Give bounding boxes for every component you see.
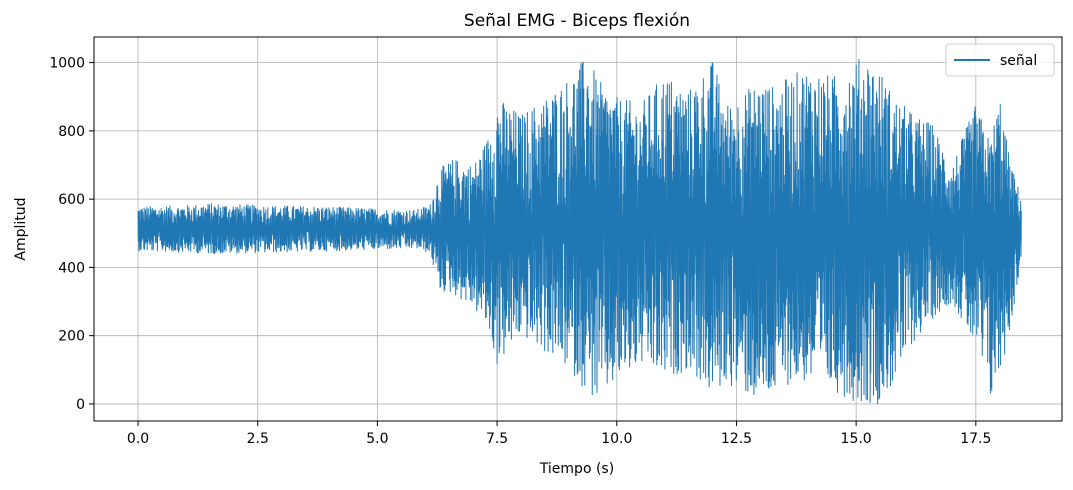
x-axis-ticks: 0.0 2.5 5.0 7.5 10.0 12.5 15.0 17.5 — [127, 421, 991, 447]
x-tick-label: 10.0 — [601, 431, 632, 447]
legend: señal — [945, 43, 1055, 77]
x-axis-label: Tiempo (s) — [539, 461, 614, 477]
y-tick-label: 600 — [58, 192, 85, 208]
y-tick-label: 200 — [58, 329, 85, 345]
x-tick-label: 15.0 — [841, 431, 872, 447]
y-tick-label: 400 — [58, 260, 85, 276]
legend-label-senal: señal — [1000, 53, 1037, 69]
y-axis-label: Amplitud — [13, 197, 29, 260]
x-tick-label: 17.5 — [960, 431, 991, 447]
x-tick-label: 12.5 — [721, 431, 752, 447]
y-axis-ticks: 0 200 400 600 800 1000 — [49, 56, 94, 413]
x-tick-label: 5.0 — [366, 431, 388, 447]
x-tick-label: 2.5 — [247, 431, 269, 447]
x-tick-label: 0.0 — [127, 431, 149, 447]
x-tick-label: 7.5 — [486, 431, 508, 447]
legend-box — [945, 43, 1055, 77]
y-tick-label: 1000 — [49, 56, 85, 72]
plot-frame — [93, 36, 1063, 422]
y-tick-label: 800 — [58, 124, 85, 140]
series-line-senal — [137, 59, 1022, 405]
chart-title: Señal EMG - Biceps flexión — [464, 11, 690, 31]
y-tick-label: 0 — [76, 397, 85, 413]
